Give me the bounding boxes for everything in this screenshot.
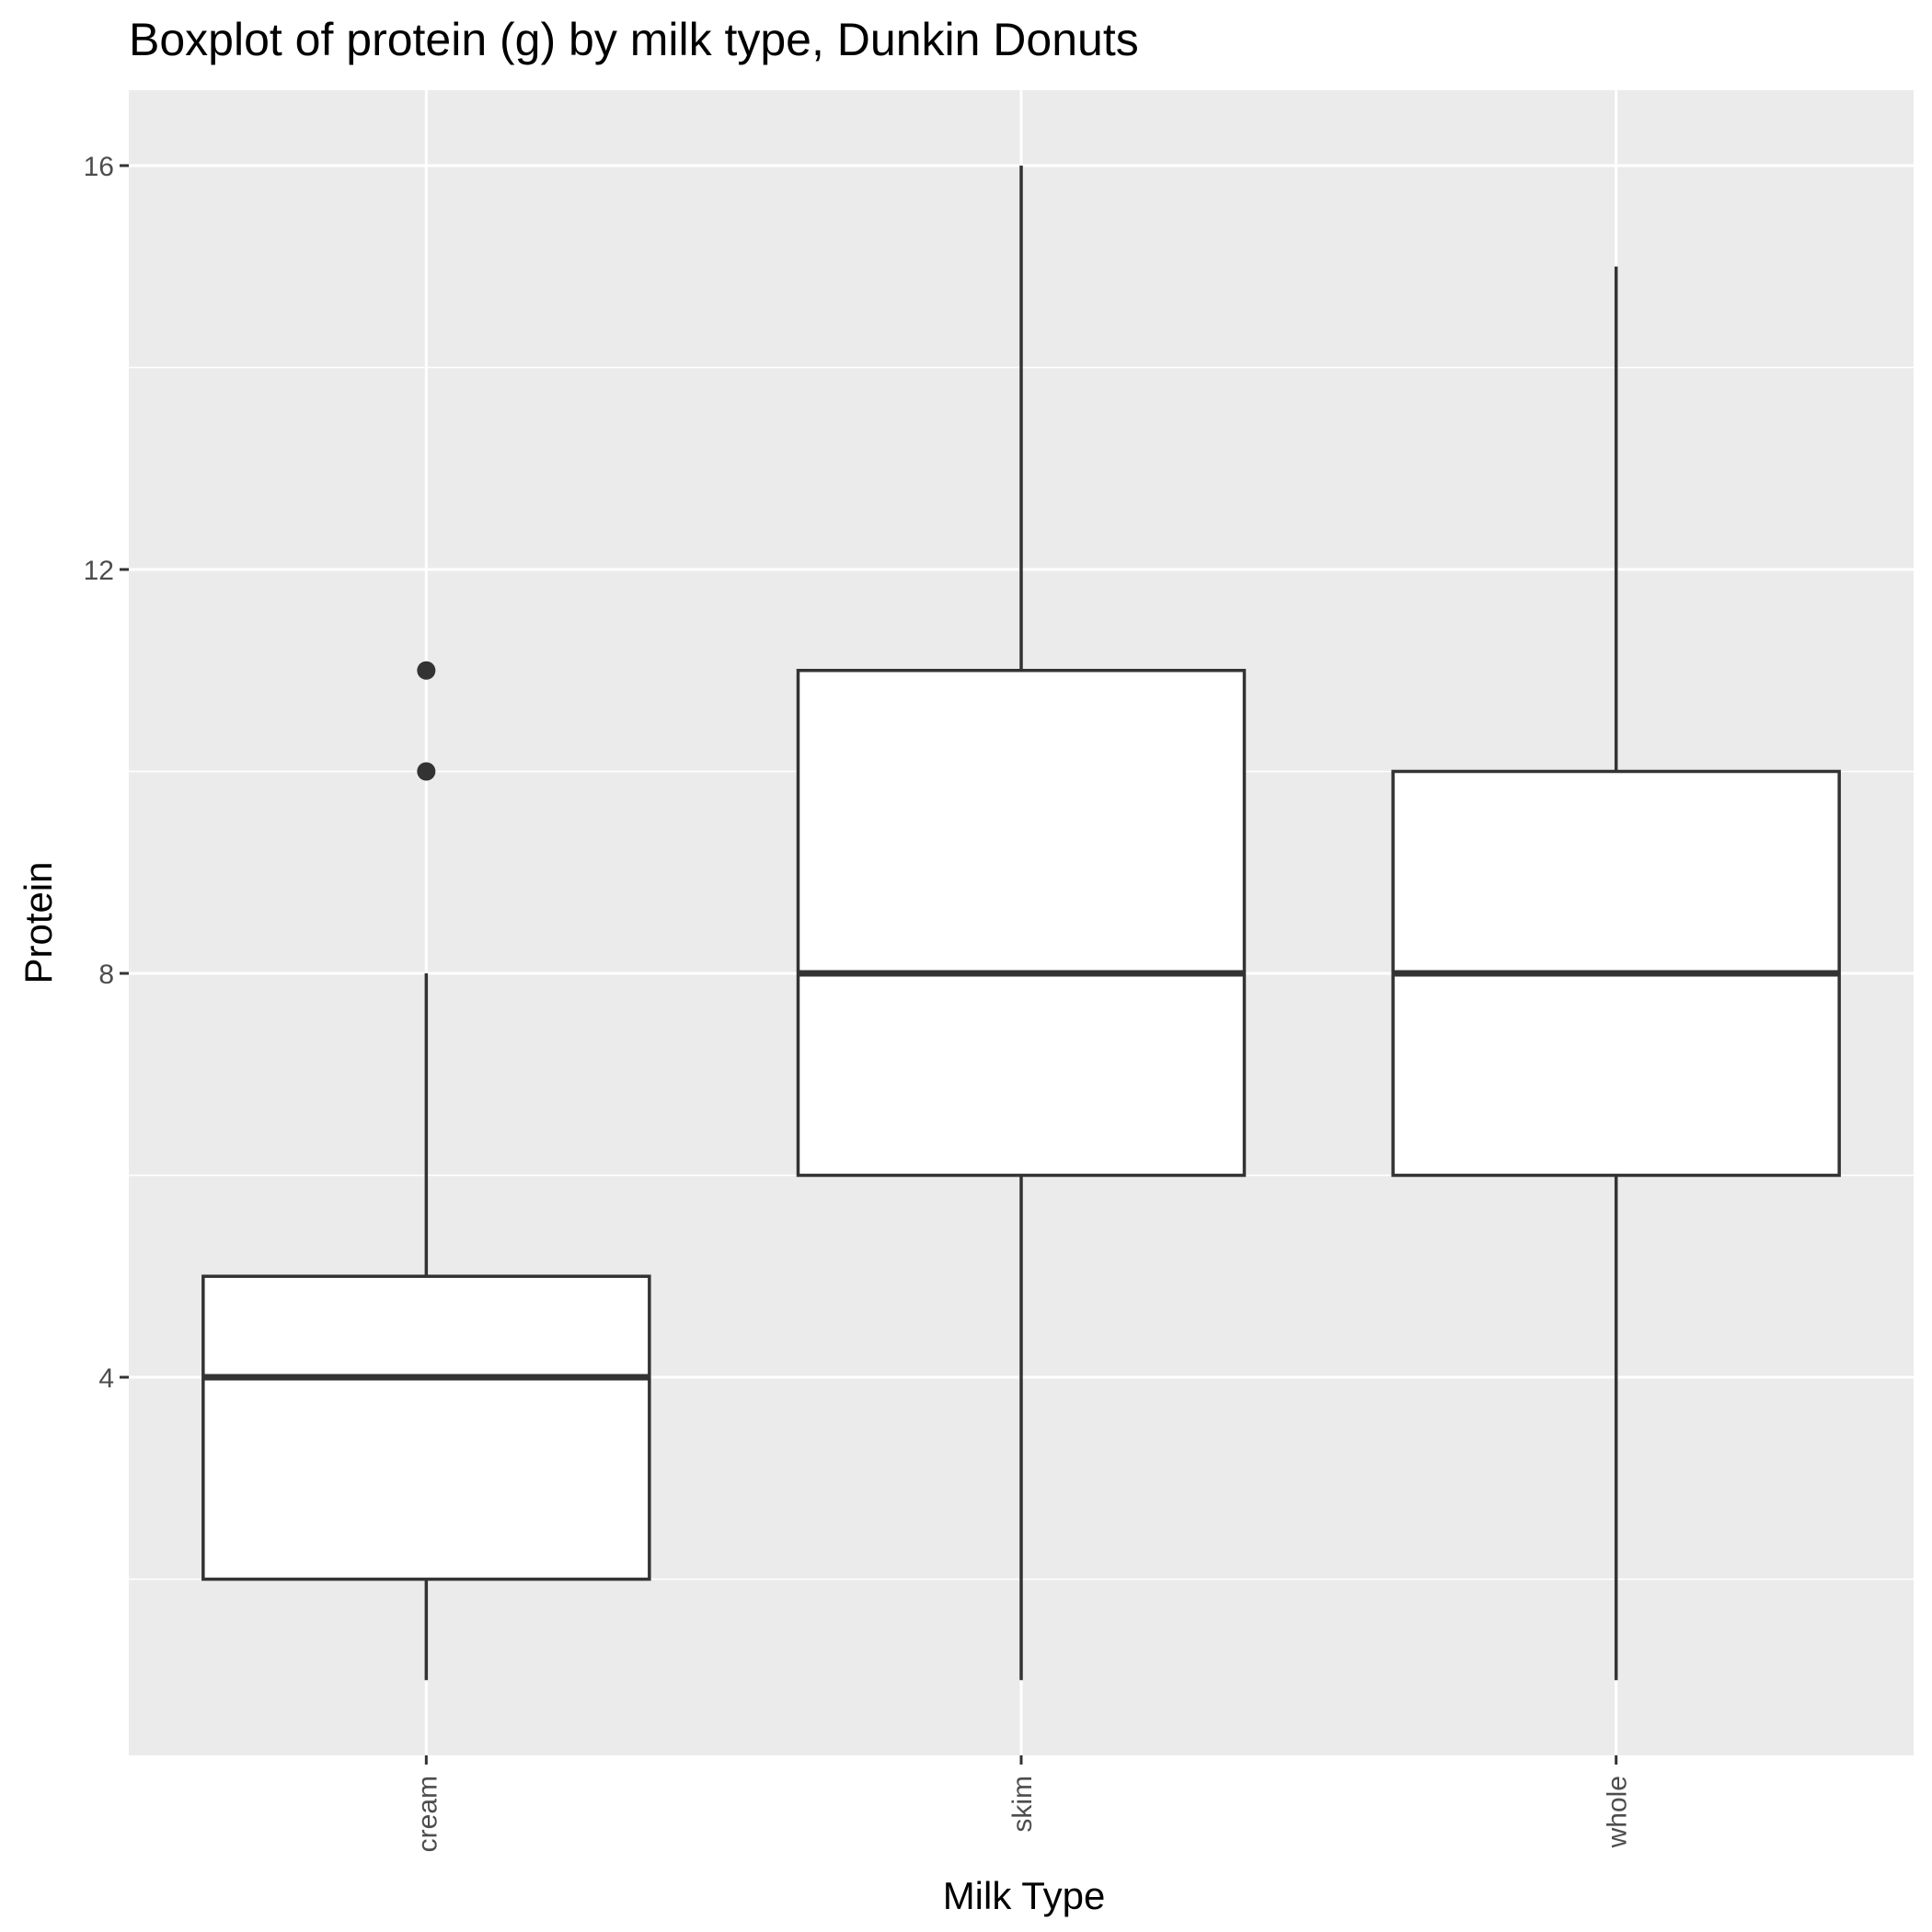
x-axis-title: Milk Type <box>943 1874 1106 1917</box>
x-tick-label: skim <box>1007 1776 1038 1833</box>
chart-title: Boxplot of protein (g) by milk type, Dun… <box>129 14 1139 65</box>
y-tick-label: 12 <box>84 556 114 586</box>
outlier-point <box>417 661 436 680</box>
y-tick-label: 16 <box>84 152 114 182</box>
y-axis: 4 8 12 16 <box>84 152 129 1394</box>
y-axis-title: Protein <box>17 861 60 983</box>
x-tick-label: cream <box>412 1776 443 1852</box>
x-axis: cream skim whole <box>412 1755 1633 1852</box>
box-whole <box>1391 266 1841 1681</box>
x-tick-label: whole <box>1603 1776 1633 1848</box>
y-tick-label: 4 <box>98 1363 114 1394</box>
box-cream <box>201 661 651 1681</box>
box-body <box>201 1274 651 1581</box>
box-group <box>201 166 1841 1681</box>
y-tick-label: 8 <box>98 960 114 990</box>
outlier-point <box>417 762 436 781</box>
box-skim <box>796 166 1247 1681</box>
box-body <box>796 669 1247 1178</box>
